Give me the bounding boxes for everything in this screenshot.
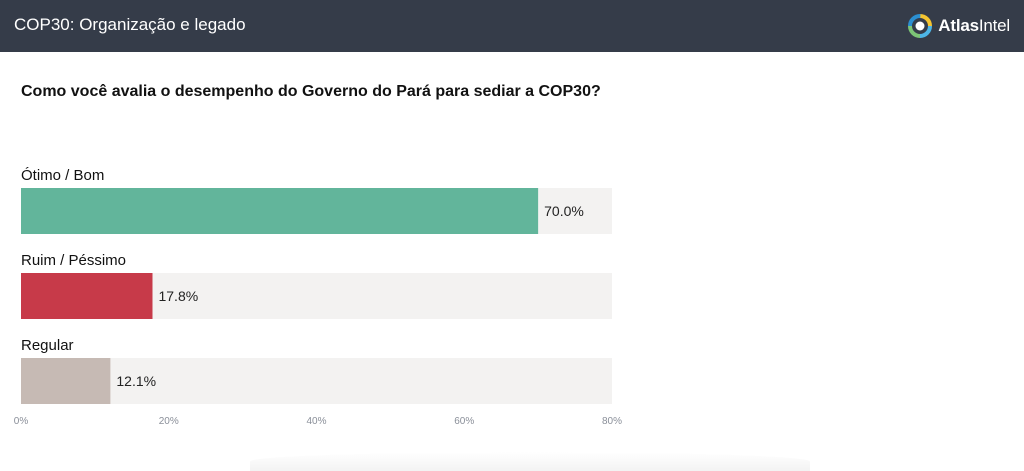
x-tick-label: 20% xyxy=(159,416,179,427)
bar-chart-svg: Ótimo / Bom 70.0% Ruim / Péssimo 17.8% Regul… xyxy=(14,167,622,427)
x-tick-label: 40% xyxy=(306,416,326,427)
brand-name-prefix: Atlas xyxy=(938,16,979,35)
x-tick-label: 0% xyxy=(14,416,29,427)
brand-name-suffix: Intel xyxy=(978,16,1010,35)
bar-track xyxy=(21,358,612,404)
brand-name: AtlasIntel xyxy=(938,16,1010,36)
header-bar: COP30: Organização e legado AtlasIntel xyxy=(0,0,1024,52)
category-label: Ruim / Péssimo xyxy=(21,252,126,269)
bar xyxy=(21,273,153,319)
brand: AtlasIntel xyxy=(908,12,1010,40)
category-label: Regular xyxy=(21,337,74,354)
bottom-shadow xyxy=(250,452,810,471)
category-label: Ótimo / Bom xyxy=(21,167,104,184)
page-title: COP30: Organização e legado xyxy=(14,15,246,34)
bar xyxy=(21,188,539,234)
x-tick-label: 60% xyxy=(454,416,474,427)
bar-value-label: 70.0% xyxy=(544,203,584,219)
chart-question: Como você avalia o desempenho do Governo… xyxy=(21,83,601,100)
atlasintel-logo-icon xyxy=(908,14,933,38)
bar xyxy=(21,358,111,404)
bar-chart: Ótimo / Bom 70.0% Ruim / Péssimo 17.8% Regul… xyxy=(0,150,680,440)
x-tick-label: 80% xyxy=(602,416,622,427)
bar-value-label: 12.1% xyxy=(116,373,156,389)
bar-value-label: 17.8% xyxy=(158,288,198,304)
